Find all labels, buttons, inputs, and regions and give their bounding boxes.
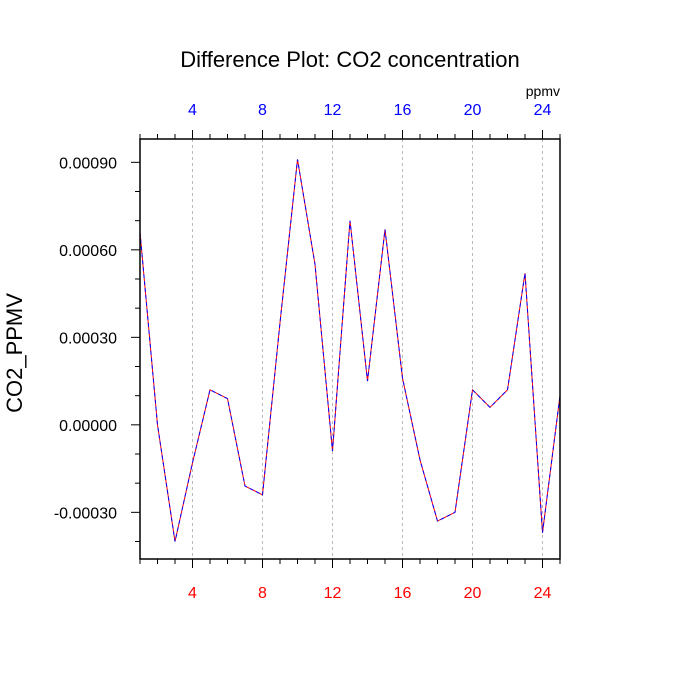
x-tick-label-top: 16 [394, 102, 412, 119]
plot-frame [139, 138, 561, 560]
y-tick-label: 0.00030 [59, 330, 117, 347]
x-tick-label-top: 24 [534, 102, 552, 119]
y-tick-label: 0.00000 [59, 418, 117, 435]
x-tick-label-bottom: 24 [534, 585, 552, 602]
x-tick-label-top: 20 [464, 102, 482, 119]
y-tick-label: 0.00090 [59, 155, 117, 172]
x-tick-label-bottom: 8 [258, 585, 267, 602]
y-tick-label: -0.00030 [54, 505, 117, 522]
tick-labels-layer: 4 4 8 8 12 12 16 16 20 20 24 24 -0.00030 0.00000 0.000… [54, 102, 552, 602]
x-tick-label-top: 4 [188, 102, 197, 119]
x-tick-label-bottom: 12 [324, 585, 342, 602]
x-tick-label-bottom: 16 [394, 585, 412, 602]
y-axis-label: CO2_PPMV [2, 293, 27, 413]
x-tick-label-top: 12 [324, 102, 342, 119]
chart-title: Difference Plot: CO2 concentration [180, 47, 520, 72]
x-tick-label-bottom: 4 [188, 585, 197, 602]
top-axis-unit-label: ppmv [526, 83, 560, 99]
x-tick-label-bottom: 20 [464, 585, 482, 602]
ticks-layer [131, 130, 561, 568]
y-tick-label: 0.00060 [59, 243, 117, 260]
series-line-dashed [139, 159, 561, 542]
series-layer [139, 159, 561, 542]
x-tick-label-top: 8 [258, 102, 267, 119]
grid-layer [192, 139, 543, 559]
series-line-solid [139, 159, 561, 542]
